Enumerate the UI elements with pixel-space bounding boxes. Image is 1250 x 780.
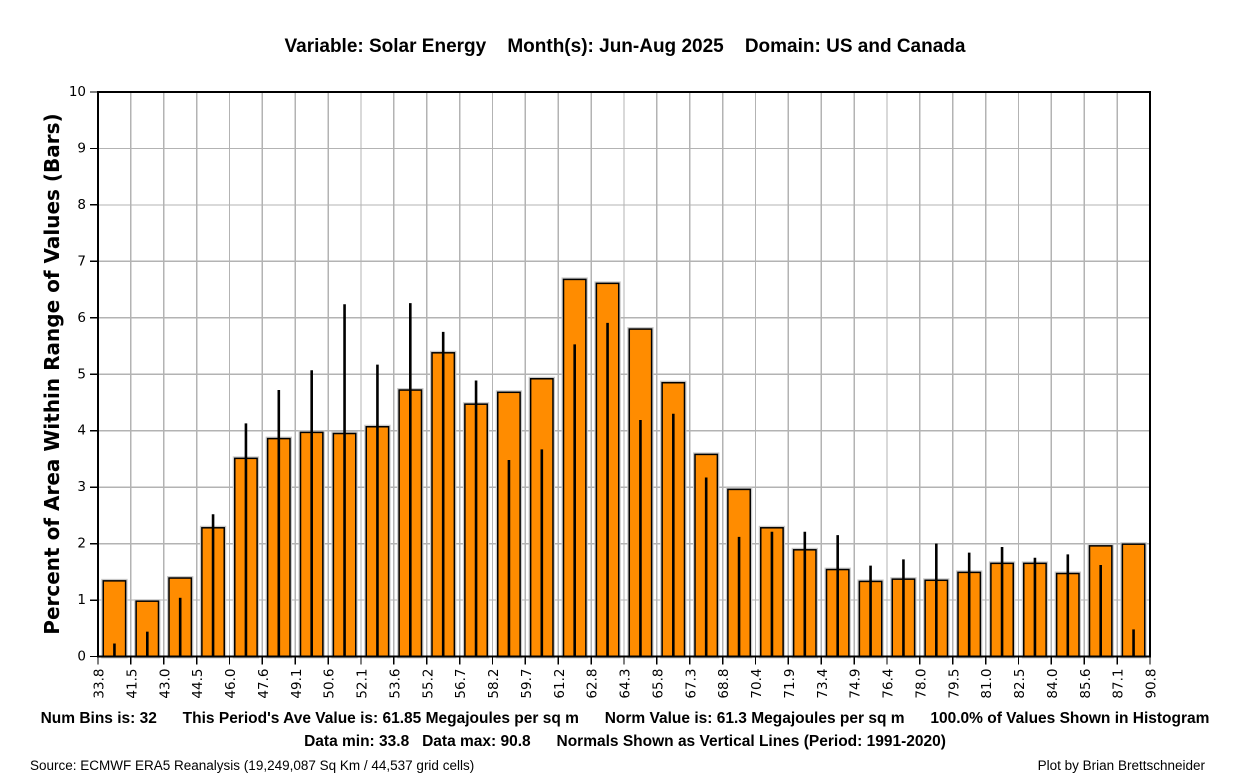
x-tick-label: 53.6: [387, 669, 403, 699]
x-tick-label: 61.2: [552, 669, 568, 699]
y-tick-label: 3: [77, 479, 86, 495]
y-tick-label: 8: [77, 197, 86, 213]
x-tick-label: 59.7: [519, 669, 535, 699]
footer-credit: Plot by Brian Brettschneider: [1037, 758, 1205, 773]
x-tick-label: 78.0: [913, 669, 929, 699]
footer-minmax-line: Data min: 33.8 Data max: 90.8 Normals Sh…: [304, 733, 946, 750]
x-tick-label: 62.8: [585, 669, 601, 699]
y-tick-label: 10: [69, 84, 86, 100]
x-tick-label: 85.6: [1078, 669, 1094, 699]
y-tick-label: 7: [77, 253, 86, 269]
x-tick-label: 55.2: [420, 669, 436, 699]
y-tick-label: 9: [77, 140, 86, 156]
x-tick-label: 33.8: [92, 669, 108, 699]
y-tick-label: 5: [77, 366, 86, 382]
x-tick-label: 43.0: [157, 669, 173, 699]
x-tick-label: 46.0: [223, 669, 239, 699]
x-tick-label: 87.1: [1111, 669, 1127, 699]
x-tick-label: 65.8: [650, 669, 666, 699]
x-tick-label: 81.0: [979, 669, 995, 699]
x-tick-label: 90.8: [1144, 669, 1160, 699]
y-tick-label: 0: [77, 649, 86, 665]
y-tick-label: 1: [77, 592, 86, 608]
y-tick-label: 2: [77, 536, 86, 552]
y-tick-label: 4: [77, 423, 86, 439]
x-tick-label: 47.6: [256, 669, 272, 699]
x-tick-label: 67.3: [683, 669, 699, 699]
x-tick-label: 64.3: [618, 669, 634, 699]
x-tick-label: 82.5: [1012, 669, 1028, 699]
footer-stats-line: Num Bins is: 32 This Period's Ave Value …: [40, 710, 1210, 727]
x-tick-label: 50.6: [322, 669, 338, 699]
x-tick-label: 79.5: [946, 669, 962, 699]
x-tick-label: 68.8: [716, 669, 732, 699]
footer-source: Source: ECMWF ERA5 Reanalysis (19,249,08…: [30, 758, 475, 773]
x-tick-label: 44.5: [190, 669, 206, 699]
chart-title: Variable: Solar Energy Month(s): Jun-Aug…: [284, 36, 966, 57]
x-tick-label: 73.4: [815, 669, 831, 699]
x-tick-label: 41.5: [124, 669, 140, 699]
x-tick-label: 49.1: [289, 669, 305, 699]
x-tick-label: 76.4: [881, 669, 897, 699]
x-tick-label: 52.1: [355, 669, 371, 699]
x-tick-label: 71.9: [782, 669, 798, 699]
x-tick-label: 84.0: [1045, 669, 1061, 699]
x-tick-label: 70.4: [749, 669, 765, 699]
x-tick-label: 74.9: [848, 669, 864, 699]
x-tick-label: 56.7: [453, 669, 469, 699]
y-tick-label: 6: [77, 310, 86, 326]
x-tick-label: 58.2: [486, 669, 502, 699]
